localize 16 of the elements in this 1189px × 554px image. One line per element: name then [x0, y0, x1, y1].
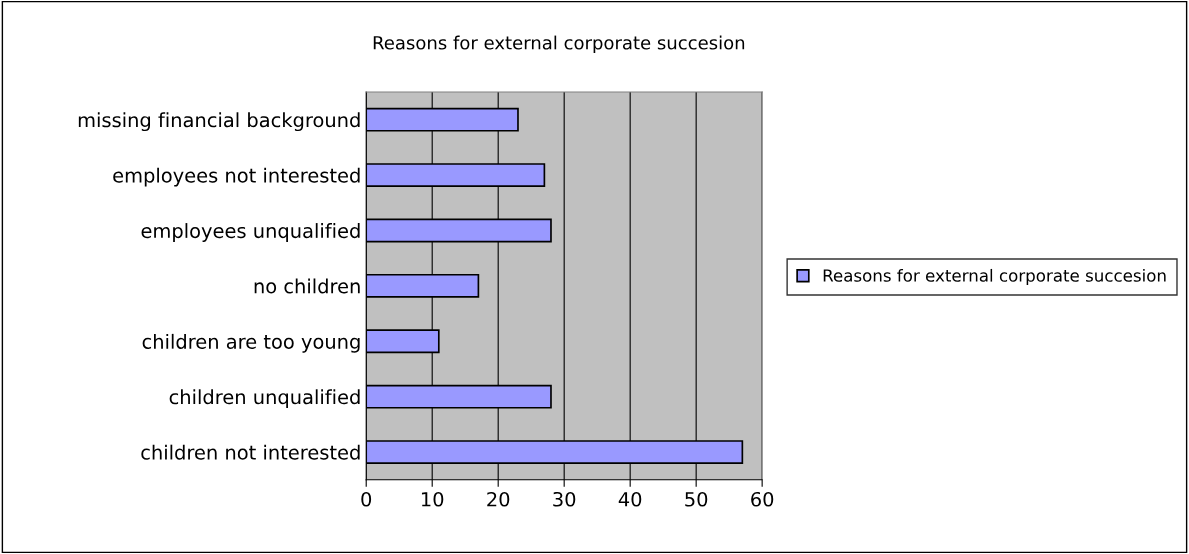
x-tick-label: 40 — [618, 491, 642, 507]
y-tick-label: employees unqualified — [141, 223, 360, 242]
legend-label: Reasons for external corporate succesion — [823, 268, 1166, 286]
y-tick-label: no children — [254, 278, 360, 294]
x-tick-label: 0 — [361, 491, 372, 507]
y-tick-label: children not interested — [141, 444, 360, 460]
y-tick-label: missing financial background — [78, 112, 360, 132]
x-tick-label: 50 — [685, 491, 708, 507]
x-tick-label: 30 — [553, 491, 576, 507]
x-tick-label: 20 — [487, 491, 510, 507]
x-tick-label: 60 — [751, 491, 774, 507]
y-tick-label: employees not interested — [113, 167, 360, 187]
x-tick-label: 10 — [421, 491, 444, 507]
y-tick-label: children unqualified — [169, 389, 360, 409]
chart-title: Reasons for external corporate succesion — [373, 35, 745, 54]
y-tick-label: children are too young — [142, 333, 360, 353]
